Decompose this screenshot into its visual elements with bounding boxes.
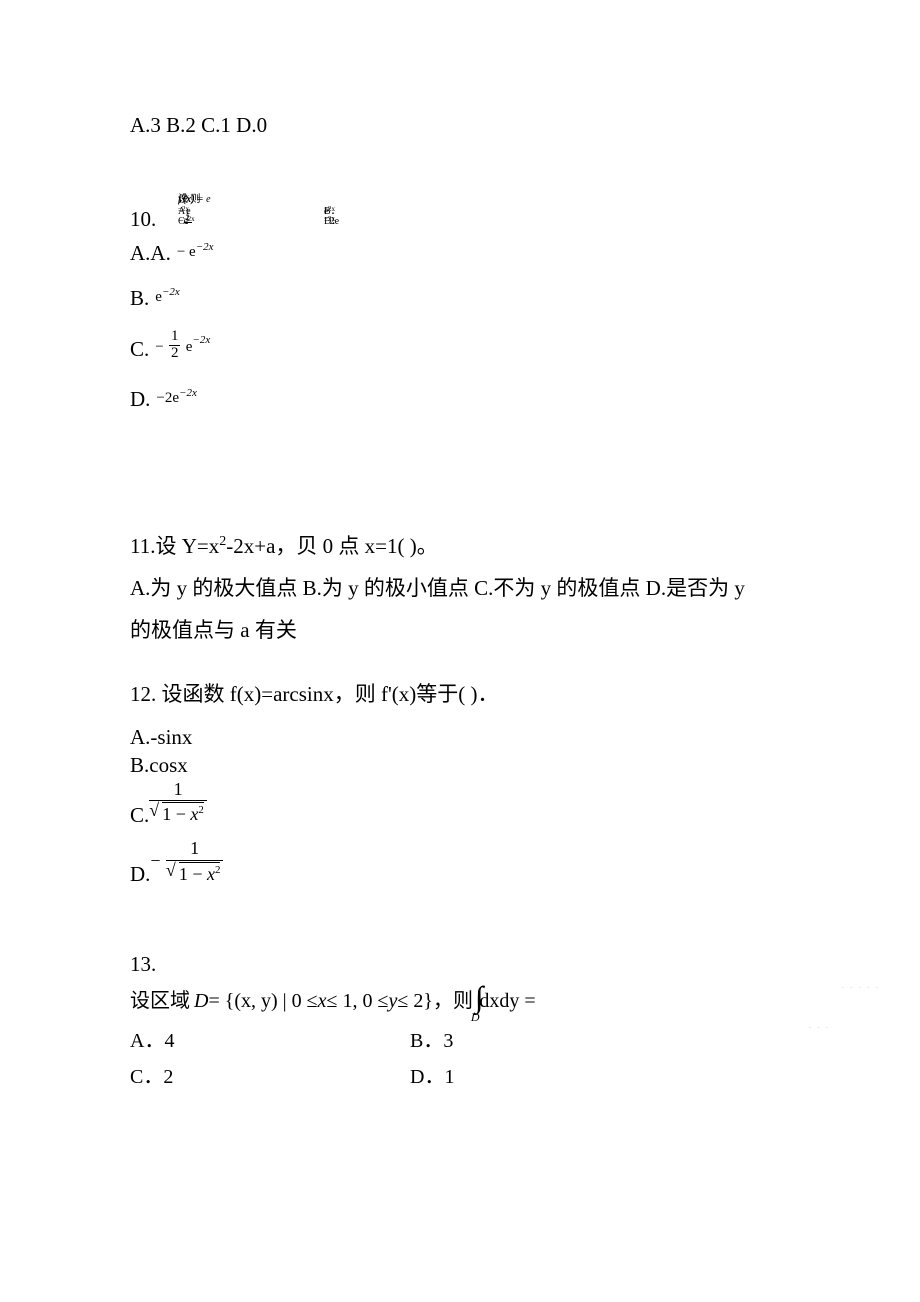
q13-C: C．2 [130,1062,410,1092]
q12-D-num: 1 [166,839,224,861]
q12-D-den-sup: 2 [215,864,221,876]
q10-mini-image: 设 f (x) = e−2x ， 则 f′(x) = A． − e−2x B． … [154,192,494,226]
q11-container: 11.设 Y=x2-2x+a，贝 0 点 x=1( )。 A.为 y 的极大值点… [130,525,790,651]
q13-B: B．3 [410,1026,690,1056]
pre-options-line: A.3 B.2 C.1 D.0 [130,110,790,142]
q10-mini-C-exp: −2x [184,214,195,225]
q11-line1-b: -2x+a，贝 0 点 x=1( )。 [226,534,438,558]
q12-A: A.-sinx [130,723,790,751]
q12-D-label: D. [130,860,150,888]
q13-container: 13. 设区域 D = {(x, y) | 0 ≤ x ≤ 1, 0 ≤ y ≤… [130,949,790,1093]
q10-B-body: e [155,289,162,305]
q10-C-label: C. [130,334,149,366]
q13-A: A．4 [130,1026,410,1056]
q12-C-den-sup: 2 [198,804,204,816]
q13-number: 13. [130,949,790,981]
scan-noise: . . . . . [842,979,880,993]
q13-stem: 设区域 D = {(x, y) | 0 ≤ x ≤ 1, 0 ≤ y ≤ 2}，… [130,986,790,1016]
q13-D: D．1 [410,1062,690,1092]
q13-stem-c: ≤ 1, 0 ≤ [327,986,389,1016]
q10-container: 10. 设 f (x) = e−2x ， 则 f′(x) = A． − e−2x… [154,192,790,226]
q10-C-minus: − [155,339,163,355]
q13-stem-y: y [388,986,397,1016]
q12-C: C. 1 1 − x2 [130,784,790,830]
q12-D-den-x: x [207,864,215,884]
q10-mini-D-exp: −2x [324,214,335,225]
q10-C-d: 2 [169,346,181,362]
q10-D-label: D. [130,384,150,416]
q12-C-den-a: 1 − [162,804,190,824]
q11-line1: 11.设 Y=x2-2x+a，贝 0 点 x=1( )。 [130,525,790,567]
q13-stem-x: x [318,986,327,1016]
q10-A-label: A.A. [130,238,171,270]
q12-stem: 12. 设函数 f(x)=arcsinx，则 f'(x)等于( )． [130,679,790,711]
q10-D-body: −2e [156,390,179,406]
q12-D: D. − 1 1 − x2 [130,843,790,889]
double-integral-icon: ∫∫ D [473,986,477,1016]
q10-C-n: 1 [169,329,181,346]
q12-C-label: C. [130,801,149,829]
q13-options: A．4 B．3 C．2 D．1 [130,1026,790,1092]
q10-option-C: C. − 1 2 e−2x [130,333,790,366]
q11-line2: A.为 y 的极大值点 B.为 y 的极小值点 C.不为 y 的极值点 D.是否… [130,567,790,609]
pre-options-text: A.3 B.2 C.1 D.0 [130,113,267,137]
q10-mini-B-exp: −2x [324,204,335,215]
q10-C-exp: −2x [192,334,210,346]
q13-stem-a: 设区域 [130,986,190,1016]
q13-stem-b: = {(x, y) | 0 ≤ [208,986,317,1016]
q10-A-body: − e [177,244,196,260]
q12-D-neg: − [150,851,160,871]
q10-number: 10. [130,204,156,236]
q13-stem-d: ≤ 2}，则 [397,986,473,1016]
q12-D-den-a: 1 − [179,864,207,884]
q12-B: B.cosx [130,751,790,779]
q12-C-num: 1 [149,780,207,802]
q10-option-B: B. e−2x [130,283,790,315]
q10-B-label: B. [130,283,149,315]
scan-noise: . . . [809,1019,830,1033]
q13-stem-dxdy: dxdy = [479,986,535,1016]
q10-option-A: A.A. − e−2x [130,238,790,270]
q10-D-exp: −2x [179,387,197,399]
q10-B-exp: −2x [162,286,180,298]
q12-options: A.-sinx B.cosx C. 1 1 − x2 D. − 1 1 − x2 [130,723,790,889]
q13-int-sub: D [471,1008,480,1026]
q11-line1-a: 11.设 Y=x [130,534,219,558]
q10-A-exp: −2x [196,241,214,253]
q13-stem-D: D [194,986,208,1016]
q10-option-D: D. −2e−2x [130,384,790,416]
q11-line1-sup: 2 [219,534,226,549]
q11-line3: 的极值点与 a 有关 [130,609,790,651]
